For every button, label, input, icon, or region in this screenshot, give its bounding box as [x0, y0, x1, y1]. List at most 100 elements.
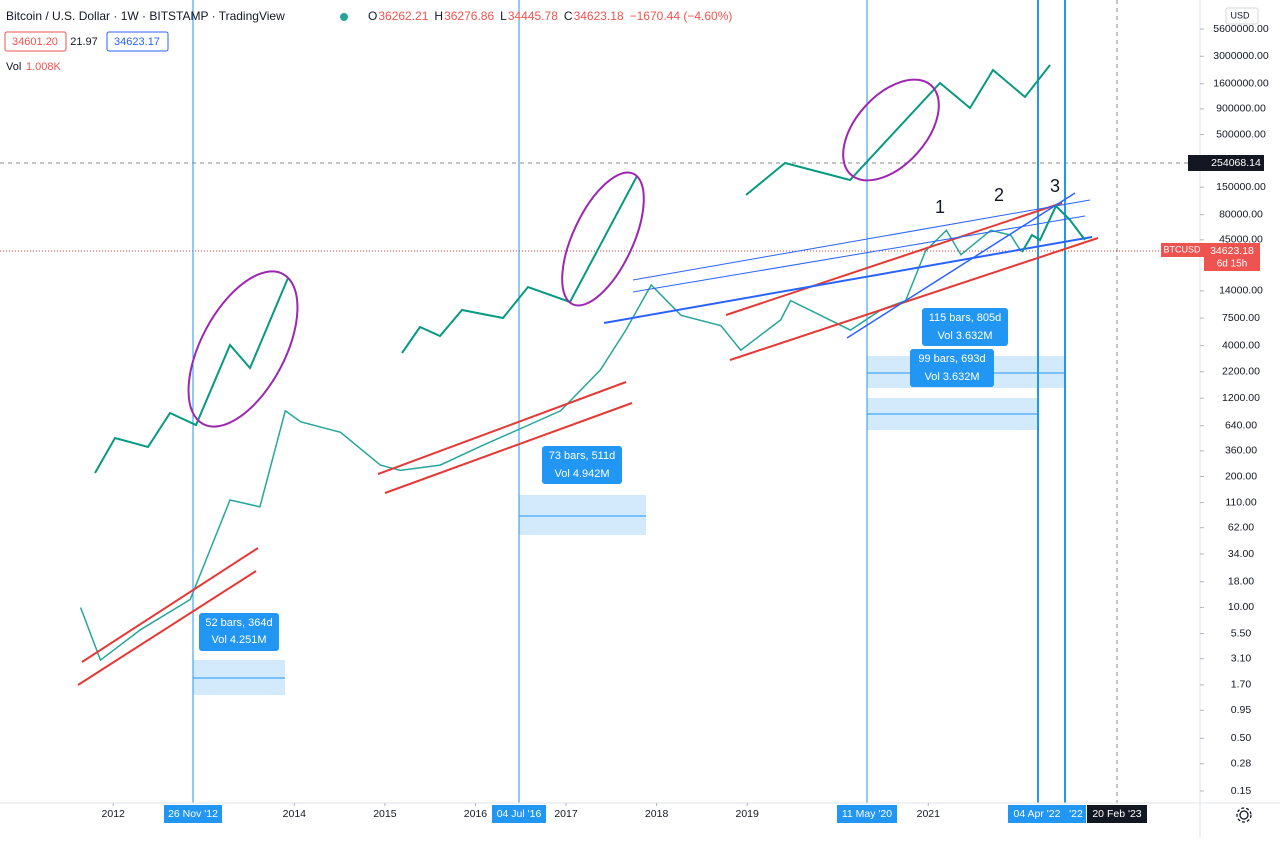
date-box	[837, 805, 897, 823]
trend-line	[729, 237, 1099, 361]
last-price: 34623.18	[1210, 245, 1254, 257]
countdown: 6d 15h	[1217, 259, 1248, 270]
x-tick-label: 2015	[373, 808, 397, 820]
ohlc-value: 36262.21	[378, 9, 428, 23]
currency-button[interactable]	[1225, 7, 1259, 25]
date-labels: 26 Nov '12 04 Jul '16 11 May '20 04 Apr …	[164, 805, 1147, 823]
label-box	[910, 349, 994, 387]
y-tick-label: 1.70	[1231, 679, 1252, 691]
vol-label: Vol	[6, 61, 21, 73]
date-label: 04 Apr '22	[1014, 808, 1061, 820]
y-tick-label: 640.00	[1225, 419, 1257, 431]
wave-label: 1	[935, 197, 945, 217]
bid: 34601.20	[12, 36, 58, 48]
y-tick-label: 150000.00	[1216, 181, 1266, 193]
symbol-title: Bitcoin / U.S. Dollar · 1W · BITSTAMP · …	[6, 9, 285, 23]
trend-line	[725, 202, 1063, 316]
y-tick-label: 0.50	[1231, 732, 1252, 744]
x-tick-label: 2019	[735, 808, 759, 820]
drawings	[0, 0, 1200, 803]
trend-line	[377, 381, 627, 475]
date-box	[164, 805, 222, 823]
ellipse	[561, 171, 645, 307]
date-box	[1008, 805, 1066, 823]
blue-channels	[603, 192, 1093, 339]
y-tick-label: 200.00	[1225, 470, 1257, 482]
trend-line	[77, 570, 257, 686]
measure-bars: 73 bars, 511d	[549, 450, 615, 462]
x-tick-label: 2021	[917, 808, 941, 820]
trend-line	[632, 215, 1086, 293]
ohlc-key: H	[434, 9, 443, 23]
projection	[1021, 204, 1086, 253]
y-tick-label: 500000.00	[1216, 128, 1266, 140]
measure-vol: Vol 4.251M	[211, 634, 266, 646]
measure-vol: Vol 4.942M	[554, 468, 609, 480]
y-tick-label: 5.50	[1231, 627, 1252, 639]
date-lines	[192, 0, 1066, 803]
ohlc-key: O	[368, 9, 377, 23]
y-tick-label: 1200.00	[1222, 392, 1260, 404]
trend-line	[846, 192, 1076, 339]
wave-label: 3	[1050, 176, 1060, 196]
change: −1670.44 (−4.60%)	[630, 9, 733, 23]
vol-value: 1.008K	[26, 61, 62, 73]
label-box	[922, 308, 1008, 346]
y-tick-label: 14000.00	[1219, 285, 1263, 297]
settings-icon[interactable]	[1236, 807, 1252, 823]
symbol-box	[1161, 243, 1204, 257]
ask: 34623.17	[114, 36, 160, 48]
x-tick-label: 2016	[464, 808, 488, 820]
bid-box[interactable]	[4, 31, 67, 52]
date-label: '22	[1069, 808, 1083, 820]
ticks: 5600000.00 3000000.00 1600000.00 900000.00 5…	[102, 23, 1269, 820]
ohlc-value: 34623.18	[574, 9, 624, 23]
measure-bars: 115 bars, 805d	[929, 312, 1002, 324]
y-tick-label: 34.00	[1228, 548, 1254, 560]
y-tick-label: 18.00	[1228, 576, 1254, 588]
crosshair-box	[1188, 155, 1264, 171]
ask-box[interactable]	[106, 31, 169, 52]
wave-label: 2	[994, 185, 1004, 205]
y-tick-label: 3.10	[1231, 652, 1252, 664]
ohlc: O 36262.21 H 36276.86 L 34445.78 C 34623.18	[368, 9, 624, 23]
spread: 21.97	[70, 36, 98, 48]
ohlc-value: 34445.78	[508, 9, 558, 23]
y-tick-label: 1600000.00	[1213, 78, 1269, 90]
crosshair-label: 254068.14	[1211, 157, 1261, 169]
projection	[401, 175, 638, 354]
trend-line	[384, 402, 633, 494]
projections	[94, 64, 1086, 474]
measure-vol: Vol 3.632M	[924, 371, 979, 383]
x-tick-label: 2018	[645, 808, 669, 820]
ohlc-value: 36276.86	[444, 9, 494, 23]
y-tick-label: 4000.00	[1222, 339, 1260, 351]
date-label: 26 Nov '12	[168, 808, 218, 820]
projection	[94, 277, 289, 474]
y-tick-label: 80000.00	[1219, 208, 1263, 220]
y-tick-label: 45000.00	[1219, 234, 1263, 246]
symbol-label: BTCUSD	[1163, 244, 1201, 254]
y-tick-label: 900000.00	[1216, 103, 1266, 115]
ohlc-key: L	[500, 9, 507, 23]
measure-vol: Vol 3.632M	[937, 330, 992, 342]
range-box	[519, 495, 646, 535]
ellipse	[842, 78, 940, 182]
currency: USD	[1230, 10, 1250, 20]
y-tick-label: 110.00	[1225, 496, 1256, 508]
price-box	[1204, 243, 1260, 271]
y-tick-label: 5600000.00	[1213, 23, 1269, 35]
ellipses	[187, 78, 940, 428]
y-tick-label: 360.00	[1225, 445, 1257, 457]
header: Bitcoin / U.S. Dollar · 1W · BITSTAMP · …	[4, 9, 733, 73]
date-label: 11 May '20	[842, 808, 892, 820]
y-tick-label: 0.15	[1231, 785, 1252, 797]
measure-bars: 99 bars, 693d	[918, 353, 985, 365]
ellipse	[187, 270, 299, 428]
red-channels	[77, 202, 1099, 686]
ohlc-key: C	[564, 9, 573, 23]
date-box	[1087, 805, 1147, 823]
date-label: 04 Jul '16	[497, 808, 542, 820]
